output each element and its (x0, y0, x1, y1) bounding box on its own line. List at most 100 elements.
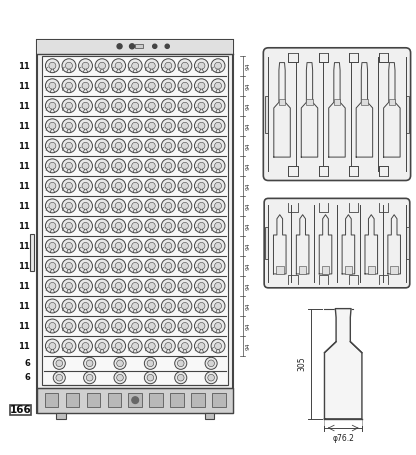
Circle shape (49, 303, 56, 309)
Circle shape (99, 62, 106, 69)
Circle shape (82, 243, 89, 249)
Circle shape (132, 222, 139, 229)
Bar (349, 167, 358, 176)
Circle shape (165, 182, 172, 189)
Circle shape (148, 243, 155, 249)
Circle shape (45, 79, 59, 93)
Circle shape (79, 59, 92, 73)
Circle shape (117, 374, 123, 381)
Circle shape (165, 82, 172, 89)
Text: 94: 94 (246, 82, 251, 90)
Circle shape (132, 303, 139, 309)
Circle shape (178, 79, 192, 93)
Bar (191, 394, 205, 407)
Circle shape (79, 199, 92, 213)
Circle shape (111, 299, 126, 313)
Circle shape (82, 102, 89, 109)
Circle shape (99, 323, 106, 329)
Circle shape (198, 202, 205, 209)
Circle shape (129, 44, 134, 49)
Circle shape (145, 139, 159, 153)
Circle shape (178, 119, 192, 133)
Text: 11: 11 (18, 302, 30, 311)
Circle shape (65, 102, 72, 109)
Circle shape (65, 263, 72, 269)
Circle shape (62, 339, 76, 353)
Circle shape (111, 119, 126, 133)
Circle shape (45, 339, 59, 353)
Circle shape (79, 279, 92, 293)
Circle shape (165, 222, 172, 229)
Circle shape (82, 263, 89, 269)
Circle shape (132, 263, 139, 269)
Circle shape (147, 360, 154, 367)
Circle shape (62, 179, 76, 193)
Circle shape (211, 159, 225, 173)
Circle shape (208, 360, 214, 367)
Bar (107, 394, 121, 407)
Circle shape (198, 162, 205, 169)
Circle shape (148, 303, 155, 309)
Circle shape (181, 182, 188, 189)
Bar (367, 266, 375, 274)
Circle shape (211, 99, 225, 113)
Circle shape (205, 357, 217, 369)
Circle shape (181, 343, 188, 349)
Circle shape (148, 182, 155, 189)
Circle shape (211, 299, 225, 313)
Circle shape (65, 243, 72, 249)
Bar (349, 53, 358, 62)
Bar (389, 100, 395, 105)
Circle shape (195, 319, 208, 333)
Circle shape (111, 139, 126, 153)
Circle shape (178, 374, 184, 381)
Circle shape (178, 239, 192, 253)
Circle shape (178, 159, 192, 173)
Circle shape (53, 372, 65, 384)
Circle shape (45, 119, 59, 133)
Bar (288, 167, 297, 176)
Circle shape (87, 360, 93, 367)
Circle shape (115, 122, 122, 129)
Circle shape (215, 182, 221, 189)
Circle shape (45, 179, 59, 193)
Circle shape (45, 219, 59, 233)
Polygon shape (324, 308, 362, 419)
Circle shape (45, 279, 59, 293)
Circle shape (178, 279, 192, 293)
Circle shape (198, 82, 205, 89)
Circle shape (148, 283, 155, 289)
Circle shape (128, 299, 142, 313)
Text: 305: 305 (297, 356, 306, 371)
Circle shape (198, 62, 205, 69)
Circle shape (95, 239, 109, 253)
Circle shape (79, 239, 92, 253)
Circle shape (148, 82, 155, 89)
Circle shape (178, 360, 184, 367)
Circle shape (95, 279, 109, 293)
Text: 11: 11 (18, 121, 30, 131)
Circle shape (79, 319, 92, 333)
Circle shape (49, 82, 56, 89)
Bar (299, 266, 307, 274)
Bar (212, 394, 225, 407)
Bar (135, 44, 143, 48)
Circle shape (62, 119, 76, 133)
Circle shape (198, 263, 205, 269)
Circle shape (95, 219, 109, 233)
Circle shape (62, 79, 76, 93)
Circle shape (165, 142, 172, 149)
Circle shape (99, 142, 106, 149)
Bar (56, 413, 66, 419)
Circle shape (198, 182, 205, 189)
Text: 11: 11 (18, 222, 30, 231)
Circle shape (115, 62, 122, 69)
Circle shape (211, 239, 225, 253)
Circle shape (128, 219, 142, 233)
Circle shape (45, 99, 59, 113)
Text: 11: 11 (18, 101, 30, 111)
Circle shape (175, 372, 187, 384)
Circle shape (161, 139, 175, 153)
Circle shape (181, 323, 188, 329)
Circle shape (195, 59, 208, 73)
